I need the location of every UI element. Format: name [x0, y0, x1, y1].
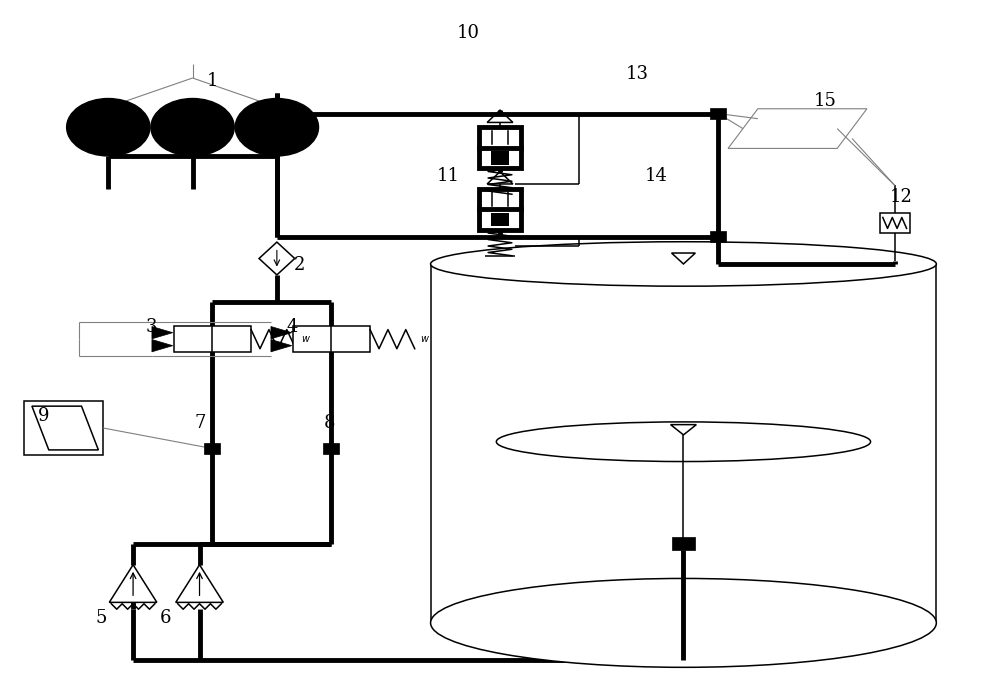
Polygon shape [32, 406, 98, 450]
Text: 6: 6 [160, 609, 172, 627]
Polygon shape [271, 327, 292, 339]
Text: 12: 12 [890, 188, 913, 206]
Polygon shape [152, 327, 173, 339]
Circle shape [235, 98, 319, 156]
Text: 3: 3 [145, 318, 157, 336]
Ellipse shape [431, 242, 936, 286]
Text: w: w [302, 334, 310, 344]
Text: 8: 8 [324, 414, 335, 432]
Bar [479, 189, 521, 230]
Bar [672, 538, 695, 549]
Polygon shape [728, 109, 867, 148]
Text: 5: 5 [96, 609, 107, 627]
Bar [491, 212, 509, 226]
Bar [491, 151, 509, 165]
Bar [710, 231, 726, 242]
Text: 10: 10 [457, 24, 480, 42]
Text: 7: 7 [195, 414, 206, 432]
Ellipse shape [431, 579, 936, 667]
Text: 1: 1 [207, 72, 218, 90]
Bar [431, 264, 936, 623]
Text: w: w [421, 334, 429, 344]
Bar [479, 127, 521, 168]
Bar [174, 326, 251, 352]
Polygon shape [152, 340, 173, 352]
Text: 15: 15 [814, 92, 837, 110]
Text: 14: 14 [645, 167, 668, 185]
Bar [880, 212, 910, 233]
Text: 9: 9 [38, 407, 50, 425]
Text: 13: 13 [625, 65, 648, 83]
Circle shape [67, 98, 150, 156]
Text: 2: 2 [294, 256, 305, 274]
Ellipse shape [496, 422, 871, 462]
Bar [293, 326, 370, 352]
Polygon shape [271, 340, 292, 352]
Bar [710, 108, 726, 119]
Text: 11: 11 [437, 167, 460, 185]
Text: 4: 4 [286, 318, 297, 336]
Bar [323, 443, 339, 454]
Circle shape [151, 98, 234, 156]
Bar [204, 443, 220, 454]
Bar [24, 401, 103, 455]
